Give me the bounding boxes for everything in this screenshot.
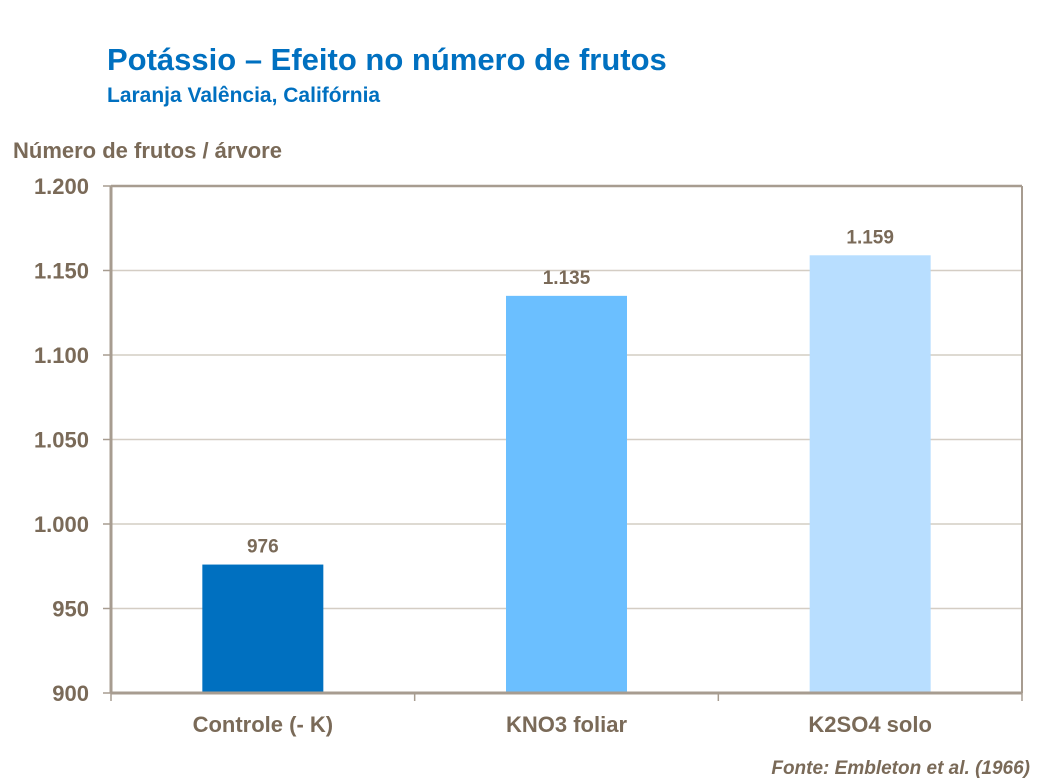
y-tick-label: 900 bbox=[52, 681, 89, 706]
y-tick-label: 1.150 bbox=[34, 259, 89, 284]
chart-title: Potássio – Efeito no número de frutos bbox=[107, 42, 667, 77]
y-tick-label: 1.200 bbox=[34, 174, 89, 199]
bar bbox=[202, 564, 324, 693]
data-label: 1.159 bbox=[846, 227, 894, 248]
x-tick-label: Controle (- K) bbox=[193, 712, 334, 737]
source-note: Fonte: Embleton et al. (1966) bbox=[771, 758, 1030, 779]
y-tick-label: 1.000 bbox=[34, 512, 89, 537]
y-tick-label: 1.100 bbox=[34, 343, 89, 368]
y-axis-label: Número de frutos / árvore bbox=[13, 138, 282, 163]
chart-subtitle: Laranja Valência, Califórnia bbox=[107, 84, 381, 107]
y-tick-label: 1.050 bbox=[34, 428, 89, 453]
bar bbox=[809, 255, 931, 694]
bar bbox=[506, 295, 627, 693]
x-tick-label: KNO3 foliar bbox=[506, 712, 627, 737]
x-tick-label: K2SO4 solo bbox=[808, 712, 931, 737]
y-tick-label: 950 bbox=[52, 597, 89, 622]
data-label: 976 bbox=[247, 537, 279, 558]
data-label: 1.135 bbox=[543, 268, 591, 289]
